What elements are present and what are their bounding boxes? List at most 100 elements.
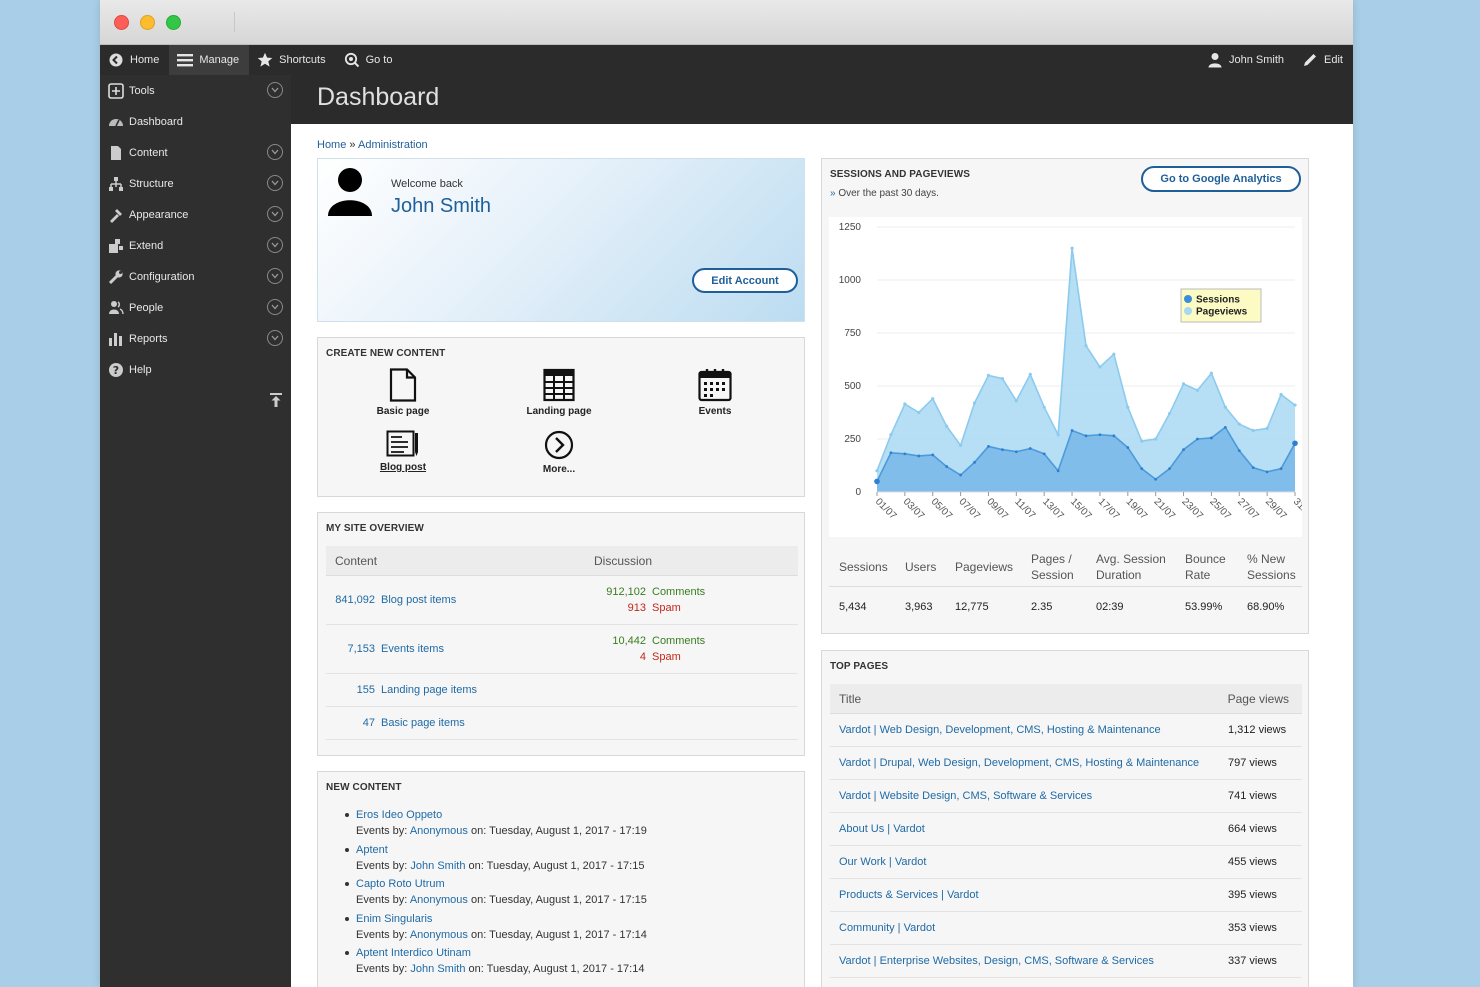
top-page-link[interactable]: Community | Vardot — [839, 922, 936, 934]
pageviews-point[interactable] — [1070, 246, 1074, 250]
new-content-title-link[interactable]: Eros Ideo Oppeto — [356, 809, 443, 821]
sidebar-item-help[interactable]: ? Help — [100, 354, 291, 385]
spam-link[interactable]: Spam — [652, 651, 681, 663]
sidebar-item-content[interactable]: Content — [100, 137, 291, 168]
pageviews-point[interactable] — [986, 373, 991, 377]
sessions-point[interactable] — [1251, 466, 1255, 470]
top-page-link[interactable]: Products & Services | Vardot — [839, 889, 979, 901]
top-page-link[interactable]: Our Work | Vardot — [839, 856, 927, 868]
sessions-point[interactable] — [973, 460, 976, 464]
pageviews-point[interactable] — [1209, 371, 1213, 375]
top-page-link[interactable]: Vardot | Web Design, Development, CMS, H… — [839, 724, 1161, 736]
top-page-link[interactable]: Vardot | Drupal, Web Design, Development… — [839, 757, 1200, 769]
pageviews-point[interactable] — [875, 469, 879, 473]
pageviews-point[interactable] — [917, 410, 921, 415]
overview-item-link[interactable]: Landing page items — [381, 684, 478, 696]
sessions-point[interactable] — [945, 465, 949, 468]
pageviews-point[interactable] — [1056, 433, 1060, 437]
breadcrumb-administration[interactable]: Administration — [357, 139, 428, 151]
pageviews-point[interactable] — [1195, 388, 1200, 392]
sessions-point[interactable] — [874, 478, 880, 485]
sessions-point[interactable] — [1168, 467, 1171, 471]
sessions-point[interactable] — [1292, 440, 1298, 447]
welcome-username[interactable]: John Smith — [391, 195, 492, 217]
sidebar-item-reports[interactable]: Reports — [100, 323, 291, 354]
sessions-point[interactable] — [931, 453, 935, 457]
overview-count[interactable]: 841,092 — [335, 594, 375, 606]
spam-link[interactable]: Spam — [652, 602, 681, 614]
sessions-point[interactable] — [1265, 470, 1269, 474]
sidebar-item-configuration[interactable]: Configuration — [100, 261, 291, 292]
new-content-author-link[interactable]: John Smith — [410, 859, 466, 872]
new-content-author-link[interactable]: John Smith — [410, 963, 466, 976]
pageviews-point[interactable] — [1140, 439, 1144, 443]
pageviews-point[interactable] — [1014, 399, 1018, 403]
new-content-title-link[interactable]: Capto Roto Utrum — [356, 878, 445, 891]
sessions-point[interactable] — [987, 445, 990, 448]
pageviews-point[interactable] — [1293, 403, 1297, 407]
pageviews-point[interactable] — [1237, 422, 1241, 426]
chevron-down-icon[interactable] — [267, 237, 283, 253]
chevron-down-icon[interactable] — [267, 82, 283, 98]
chevron-down-icon[interactable] — [267, 175, 283, 191]
pageviews-point[interactable] — [1251, 428, 1255, 433]
sidebar-item-people[interactable]: People — [100, 292, 291, 323]
sidebar-item-structure[interactable]: Structure — [100, 168, 291, 199]
sessions-point[interactable] — [1154, 477, 1158, 481]
pageviews-point[interactable] — [972, 401, 977, 405]
sessions-point[interactable] — [1042, 452, 1046, 456]
pageviews-point[interactable] — [945, 424, 949, 428]
pageviews-point[interactable] — [1126, 405, 1130, 409]
pageviews-point[interactable] — [1181, 382, 1186, 386]
new-content-title-link[interactable]: Enim Singularis — [356, 912, 433, 925]
toolbar-home[interactable]: Home — [100, 45, 169, 75]
toolbar-goto[interactable]: Go to — [336, 45, 403, 75]
toolbar-edit[interactable]: Edit — [1294, 45, 1353, 75]
pageviews-point[interactable] — [959, 443, 963, 447]
pageviews-point[interactable] — [1098, 365, 1102, 369]
sessions-point[interactable] — [1210, 436, 1213, 440]
comments-link[interactable]: Comments — [652, 635, 706, 647]
google-analytics-button[interactable]: Go to Google Analytics — [1141, 166, 1301, 192]
sessions-point[interactable] — [1140, 467, 1144, 471]
top-page-link[interactable]: About Us | Vardot — [839, 823, 925, 835]
sessions-point[interactable] — [1279, 467, 1283, 471]
sessions-point[interactable] — [1196, 437, 1199, 441]
sessions-point[interactable] — [1182, 448, 1185, 451]
pageviews-point[interactable] — [1042, 405, 1046, 409]
toolbar-user[interactable]: John Smith — [1199, 45, 1294, 75]
sessions-point[interactable] — [959, 473, 962, 477]
sessions-point[interactable] — [1223, 425, 1227, 429]
create-blog-post[interactable]: Blog post — [343, 430, 463, 473]
create-basic-page[interactable]: Basic page — [343, 368, 463, 417]
pageviews-point[interactable] — [1028, 372, 1032, 376]
maximize-window-button[interactable] — [166, 15, 181, 30]
pin-sidebar-icon[interactable] — [270, 393, 282, 410]
edit-account-button[interactable]: Edit Account — [692, 268, 798, 293]
pageviews-point[interactable] — [931, 397, 935, 401]
top-page-link[interactable]: Vardot | Website Design, CMS, Software &… — [839, 790, 1093, 802]
comments-link[interactable]: Comments — [652, 586, 706, 598]
toolbar-manage[interactable]: Manage — [169, 45, 250, 75]
sessions-point[interactable] — [1028, 447, 1032, 450]
chevron-down-icon[interactable] — [267, 268, 283, 284]
sidebar-item-appearance[interactable]: Appearance — [100, 199, 291, 230]
overview-count[interactable]: 47 — [362, 717, 375, 729]
breadcrumb-home[interactable]: Home — [317, 139, 347, 151]
sessions-point[interactable] — [1237, 449, 1241, 453]
pageviews-point[interactable] — [1154, 437, 1158, 441]
sessions-point[interactable] — [1014, 450, 1018, 454]
pageviews-point[interactable] — [1265, 426, 1269, 430]
minimize-window-button[interactable] — [140, 15, 155, 30]
pageviews-point[interactable] — [1279, 392, 1283, 397]
pageviews-point[interactable] — [1000, 376, 1004, 381]
overview-count[interactable]: 155 — [356, 684, 375, 696]
sidebar-item-extend[interactable]: Extend — [100, 230, 291, 261]
sessions-point[interactable] — [917, 454, 921, 458]
sessions-point[interactable] — [903, 452, 907, 456]
create-more[interactable]: More... — [499, 430, 619, 475]
pageviews-point[interactable] — [1168, 411, 1172, 416]
create-events[interactable]: Events — [655, 368, 775, 417]
close-window-button[interactable] — [114, 15, 129, 30]
sessions-point[interactable] — [1001, 448, 1004, 451]
